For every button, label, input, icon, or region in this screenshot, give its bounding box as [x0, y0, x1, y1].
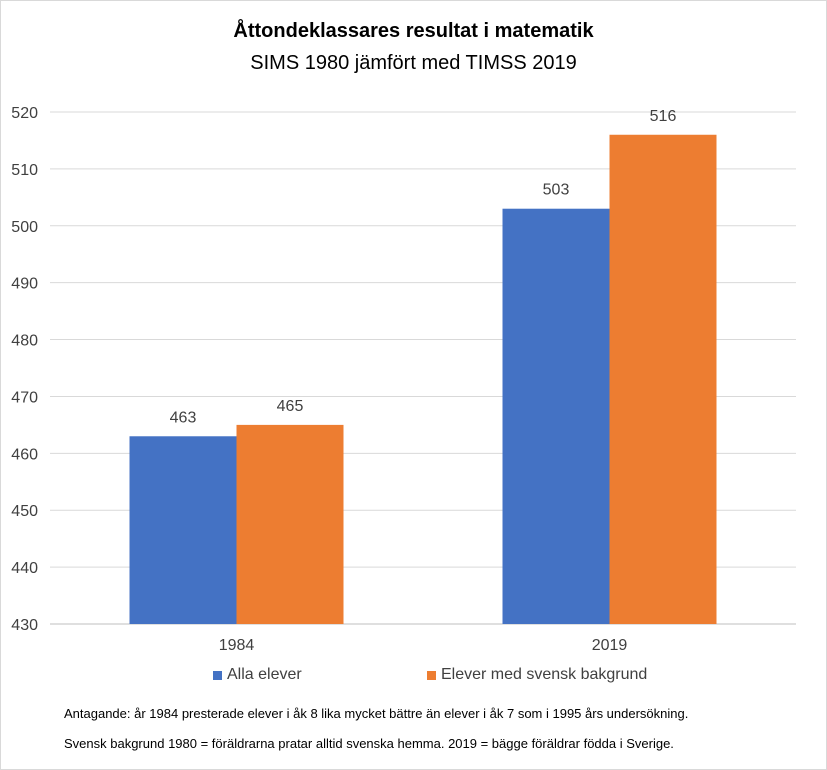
footnote-background: Svensk bakgrund 1980 = föräldrarna prata…: [64, 736, 674, 751]
data-label-2019-series-0: 503: [543, 182, 570, 199]
x-tick-label: 2019: [592, 637, 628, 654]
data-label-1984-series-1: 465: [277, 398, 304, 415]
y-tick-label: 490: [11, 276, 38, 293]
bar-1984-series-0: [129, 436, 237, 624]
bar-2019-series-0: [502, 208, 610, 624]
y-tick-label: 460: [11, 446, 38, 463]
legend-label-svensk-bakgrund: Elever med svensk bakgrund: [441, 666, 648, 683]
bar-1984-series-1: [236, 424, 344, 624]
legend-swatch-alla-elever: [213, 670, 222, 680]
y-tick-label: 500: [11, 219, 38, 236]
data-label-1984-series-0: 463: [170, 409, 197, 426]
y-tick-label: 510: [11, 162, 38, 179]
legend-item-alla-elever: Alla elever: [213, 666, 302, 684]
y-tick-label: 430: [11, 617, 38, 634]
chart-title: Åttondeklassares resultat i matematik: [233, 20, 594, 42]
chart-subtitle: SIMS 1980 jämfört med TIMSS 2019: [250, 52, 577, 74]
footnote-assumption: Antagande: år 1984 presterade elever i å…: [64, 706, 689, 721]
bar-2019-series-1: [609, 134, 717, 624]
legend-item-svensk-bakgrund: Elever med svensk bakgrund: [427, 666, 647, 684]
y-tick-label: 440: [11, 560, 38, 577]
y-tick-label: 450: [11, 503, 38, 520]
legend-swatch-svensk-bakgrund: [427, 670, 436, 680]
data-label-2019-series-1: 516: [650, 108, 677, 125]
x-tick-label: 1984: [219, 637, 255, 654]
y-tick-label: 520: [11, 105, 38, 122]
chart-legend: Alla elever Elever med svensk bakgrund: [0, 666, 827, 686]
y-tick-label: 480: [11, 333, 38, 350]
legend-label-alla-elever: Alla elever: [227, 666, 302, 683]
y-tick-label: 470: [11, 389, 38, 406]
